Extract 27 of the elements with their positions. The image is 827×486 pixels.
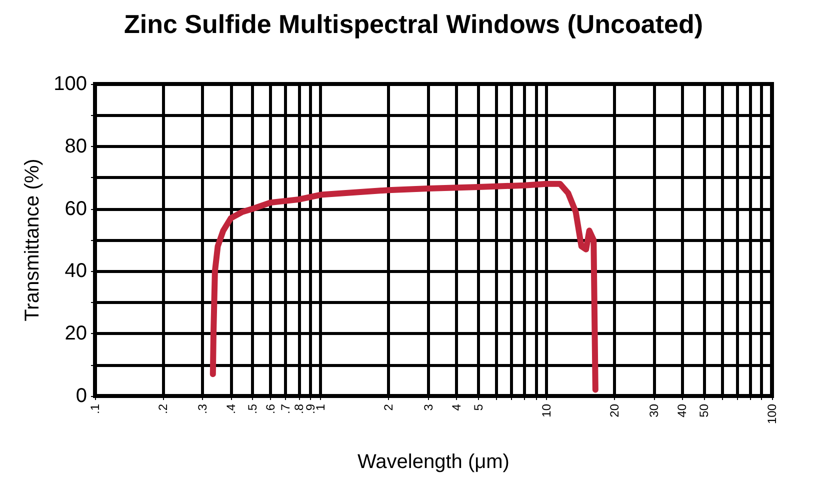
y-tick-label: 0 xyxy=(76,385,87,407)
x-axis-title: Wavelength (μm) xyxy=(358,451,510,473)
x-tick-label: .3 xyxy=(196,404,210,414)
x-tick-label: .7 xyxy=(278,404,293,414)
x-tick-label: 30 xyxy=(647,404,662,418)
y-tick-label: 80 xyxy=(64,135,87,158)
x-tick-label: 10 xyxy=(539,404,554,418)
y-tick-label: 40 xyxy=(64,260,87,282)
x-tick-label: .1 xyxy=(88,404,102,414)
x-tick-label: 20 xyxy=(607,404,622,418)
x-tick-label: 2 xyxy=(382,404,396,411)
x-tick-label: 3 xyxy=(421,404,436,411)
x-tick-label: .8 xyxy=(292,404,306,414)
x-tick-label: 40 xyxy=(675,404,690,418)
y-axis-title: Transmittance (%) xyxy=(22,158,44,322)
y-tick-label: 100 xyxy=(54,73,87,95)
x-tick-label: .5 xyxy=(246,404,260,414)
x-tick-label: 5 xyxy=(471,404,486,411)
y-tick-label: 20 xyxy=(64,322,87,345)
x-tick-label: 50 xyxy=(697,404,712,418)
x-tick-label: .6 xyxy=(264,404,278,414)
chart-title: Zinc Sulfide Multispectral Windows (Uncoated) xyxy=(124,9,704,39)
x-tick-label: 100 xyxy=(765,404,779,424)
x-tick-label: 4 xyxy=(450,404,464,411)
x-tick-label: .4 xyxy=(224,404,238,414)
y-tick-label: 60 xyxy=(64,198,87,220)
x-tick-label: .2 xyxy=(156,404,170,414)
